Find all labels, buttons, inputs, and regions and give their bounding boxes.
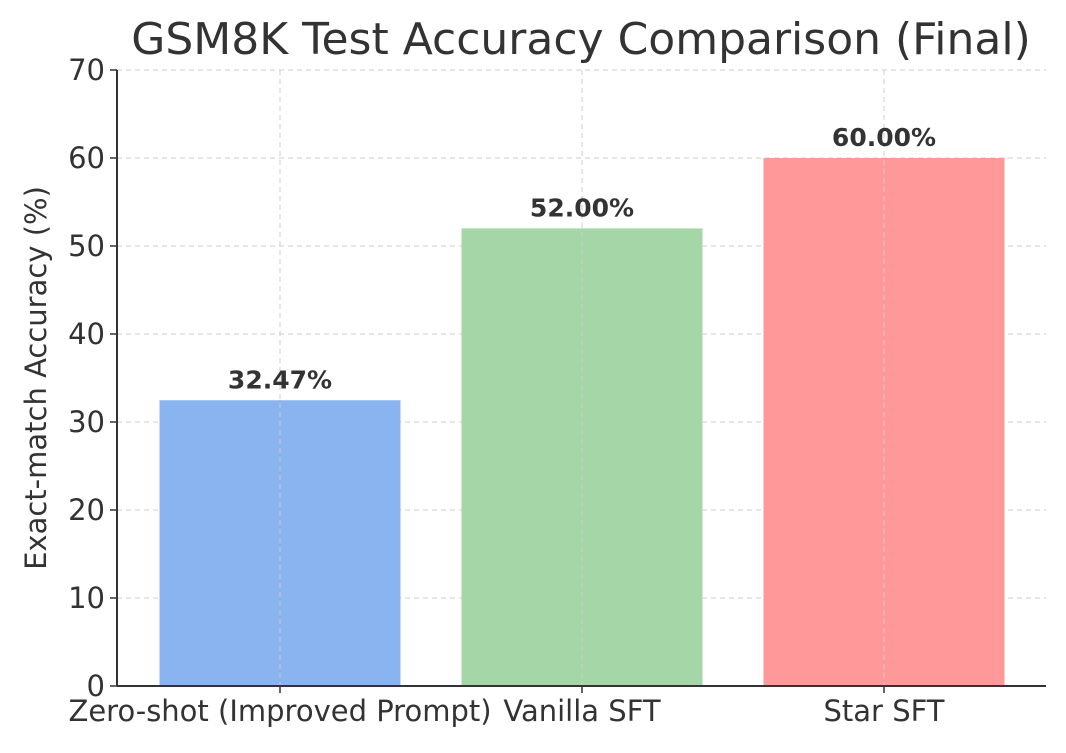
x-tick-label: Star SFT [824,694,945,728]
x-tick-label: Zero-shot (Improved Prompt) [68,694,491,728]
vertical-grid [279,70,885,686]
y-tick-label: 70 [68,53,105,87]
y-axis-title: Exact-match Accuracy (%) [19,186,53,570]
bar-value-label: 32.47% [228,365,332,394]
bar-value-label: 60.00% [832,123,936,152]
y-tick-label: 30 [68,405,105,439]
y-tick-label: 10 [68,581,105,615]
labels: 0 10 20 30 40 50 60 70 Zero-shot (Improved Promp… [68,53,945,728]
axes [110,69,1046,693]
bar-value-label: 52.00% [530,193,634,222]
bars [159,158,1005,686]
y-tick-label: 0 [87,669,105,703]
y-tick-label: 40 [68,317,105,351]
x-tick-label: Vanilla SFT [503,694,660,728]
y-tick-label: 60 [68,141,105,175]
chart-title: GSM8K Test Accuracy Comparison (Final) [131,14,1031,65]
y-tick-label: 20 [68,493,105,527]
y-tick-label: 50 [68,229,105,263]
